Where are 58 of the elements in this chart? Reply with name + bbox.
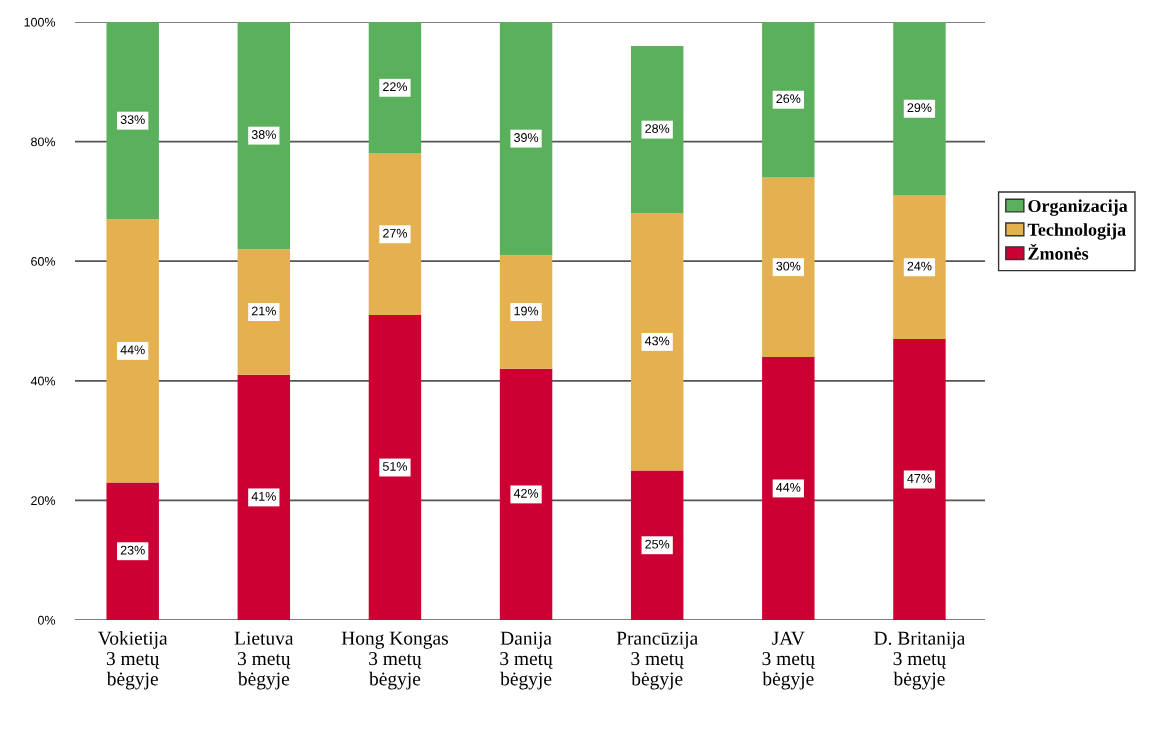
- y-tick-label: 100%: [24, 17, 56, 27]
- data-label: 51%: [382, 462, 408, 471]
- legend-label: Žmonės: [1028, 243, 1089, 260]
- bar: [499, 22, 553, 256]
- bar: [368, 22, 422, 154]
- bar: [762, 177, 815, 357]
- x-tick-label: Danija 3 metų bėgyje: [500, 631, 553, 690]
- bar: [893, 338, 946, 620]
- data-label: 42%: [513, 488, 539, 498]
- data-label: 22%: [383, 82, 408, 92]
- bar: [630, 470, 684, 620]
- y-tick-label: 40%: [30, 376, 56, 386]
- bar: [893, 22, 946, 196]
- bar: [368, 153, 422, 316]
- data-label: 38%: [251, 130, 276, 139]
- x-tick-label: Vokietija 3 metų bėgyje: [97, 631, 168, 690]
- data-label: 27%: [383, 228, 408, 238]
- bar: [368, 315, 422, 620]
- y-tick-label: 60%: [31, 257, 56, 266]
- bar: [106, 22, 159, 220]
- bar: [762, 22, 815, 178]
- data-label: 44%: [120, 345, 145, 355]
- data-label: 33%: [120, 115, 145, 125]
- data-label: 24%: [907, 261, 932, 271]
- legend-label: Technologija: [1027, 223, 1126, 240]
- data-label: 44%: [776, 483, 801, 492]
- data-label: 41%: [251, 491, 276, 501]
- y-tick-label: 0%: [37, 615, 56, 625]
- bar: [499, 368, 553, 620]
- data-label: 43%: [644, 336, 670, 346]
- bar: [762, 356, 815, 620]
- x-tick-label: D. Britanija 3 metų bėgyje: [874, 631, 966, 690]
- bar: [237, 374, 291, 620]
- bar: [237, 22, 291, 250]
- y-tick-label: 20%: [31, 496, 56, 506]
- data-label: 39%: [514, 133, 539, 142]
- data-label: 30%: [776, 261, 801, 271]
- bar: [237, 249, 291, 375]
- data-label: 21%: [251, 306, 276, 316]
- data-label: 23%: [120, 545, 145, 555]
- bar: [106, 219, 159, 483]
- data-label: 29%: [907, 103, 932, 113]
- bar: [893, 195, 946, 339]
- x-tick-label: Hong Kongas 3 metų bėgyje: [341, 631, 448, 690]
- bar: [106, 482, 159, 620]
- data-label: 28%: [645, 124, 670, 133]
- data-label: 19%: [514, 306, 539, 316]
- bar: [630, 213, 684, 471]
- bar: [499, 255, 553, 369]
- x-tick-label: Lietuva 3 metų bėgyje: [234, 631, 294, 690]
- y-tick-label: 80%: [31, 137, 56, 147]
- x-tick-label: JAV 3 metų bėgyje: [762, 631, 816, 690]
- legend-label: Organizacija: [1028, 199, 1128, 216]
- data-label: 25%: [645, 539, 670, 549]
- data-label: 26%: [776, 94, 801, 104]
- bar: [630, 45, 684, 214]
- data-label: 47%: [907, 474, 932, 483]
- x-tick-label: Prancūzija 3 metų bėgyje: [616, 631, 698, 690]
